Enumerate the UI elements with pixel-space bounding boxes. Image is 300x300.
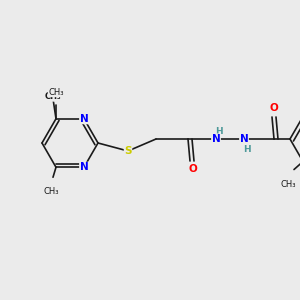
Text: CH₃: CH₃ [43, 187, 59, 196]
Text: O: O [189, 164, 197, 174]
Text: N: N [240, 134, 248, 144]
Text: N: N [80, 114, 88, 124]
Text: N: N [80, 162, 88, 172]
Text: CH₃: CH₃ [45, 92, 61, 101]
Text: S: S [124, 146, 132, 156]
Text: CH₃: CH₃ [48, 88, 64, 97]
Text: N: N [212, 134, 220, 144]
Text: H: H [243, 145, 251, 154]
Text: O: O [270, 103, 278, 113]
Text: CH₃: CH₃ [280, 179, 296, 188]
Text: H: H [215, 127, 223, 136]
